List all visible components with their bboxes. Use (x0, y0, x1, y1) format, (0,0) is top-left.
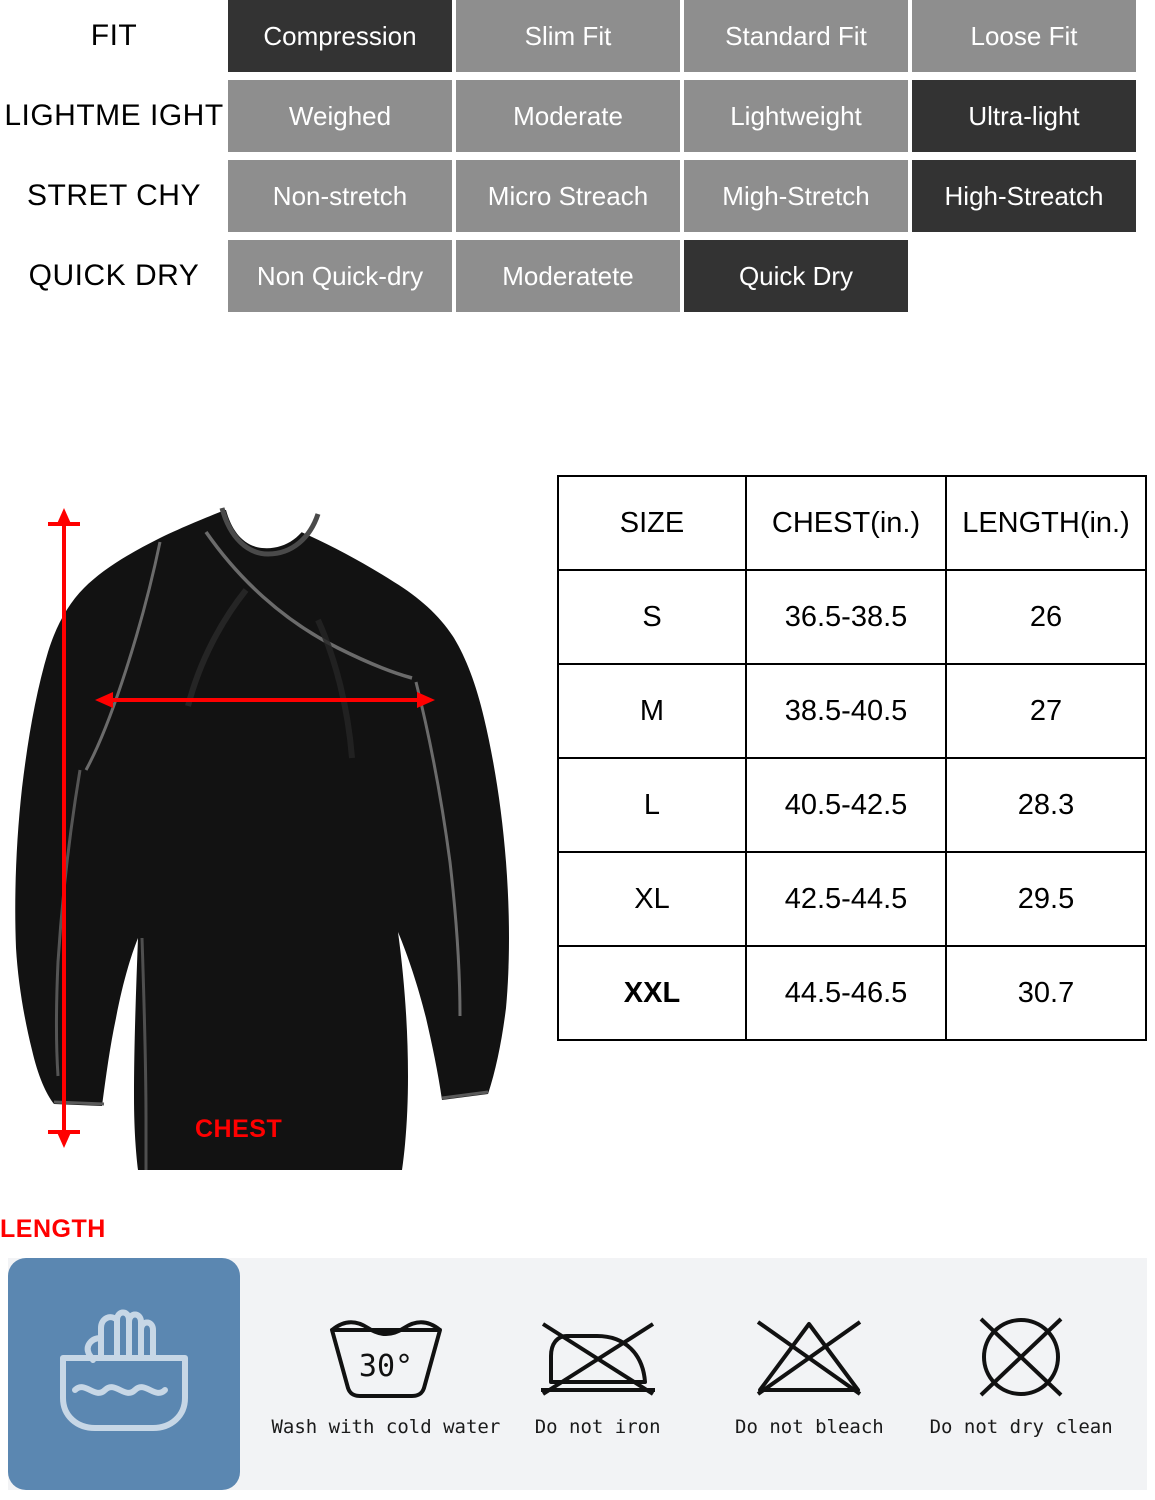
table-row: XL 42.5-44.5 29.5 (557, 851, 1147, 947)
feature-row-label: STRET CHY (27, 179, 201, 212)
feature-option[interactable]: Non Quick-dry (228, 240, 452, 312)
cell-size: L (557, 757, 747, 853)
do-not-dry-clean-icon (961, 1310, 1081, 1402)
care-caption: Do not iron (534, 1416, 661, 1438)
table-header-row: SIZE CHEST(in.) LENGTH(in.) (557, 475, 1147, 571)
feature-row: QUICK DRY Non Quick-dry Moderatete Quick… (0, 240, 1155, 312)
cell-length: 27 (945, 663, 1147, 759)
compression-shirt-illustration (15, 501, 509, 1170)
feature-option[interactable]: Weighed (228, 80, 452, 152)
cell-chest: 38.5-40.5 (745, 663, 947, 759)
feature-options: Non Quick-dry Moderatete Quick Dry (228, 240, 908, 312)
feature-option[interactable]: Quick Dry (684, 240, 908, 312)
feature-row: STRET CHY Non-stretch Micro Streach Migh… (0, 160, 1155, 232)
column-header-chest: CHEST(in.) (745, 475, 947, 571)
measurement-section: CHEST LENGTH SIZE CHEST(in.) LENGTH(in.)… (0, 430, 1155, 1243)
cell-chest: 44.5-46.5 (745, 945, 947, 1041)
feature-option[interactable]: Non-stretch (228, 160, 452, 232)
length-label: LENGTH (0, 1215, 106, 1243)
feature-option[interactable]: High-Streatch (912, 160, 1136, 232)
feature-option[interactable]: Loose Fit (912, 0, 1136, 72)
table-row: L 40.5-42.5 28.3 (557, 757, 1147, 853)
do-not-iron-icon (533, 1310, 663, 1402)
table-row: M 38.5-40.5 27 (557, 663, 1147, 759)
feature-row-label: FIT (90, 19, 138, 52)
feature-option[interactable]: Moderate (456, 80, 680, 152)
size-chart-table: SIZE CHEST(in.) LENGTH(in.) S 36.5-38.5 … (557, 475, 1147, 1041)
feature-row: LIGHTME IGHT Weighed Moderate Lightweigh… (0, 80, 1155, 152)
cell-size: S (557, 569, 747, 665)
care-item: Do not dry clean (916, 1310, 1126, 1438)
care-item: Do not iron (493, 1310, 703, 1438)
column-header-size: SIZE (557, 475, 747, 571)
hand-wash-hero (8, 1258, 240, 1490)
wash-temperature-text: 30° (359, 1349, 413, 1384)
feature-option[interactable]: Lightweight (684, 80, 908, 152)
care-item: 30° Wash with cold water (271, 1310, 500, 1438)
care-instructions-bar: 30° Wash with cold water Do not iron (8, 1258, 1147, 1490)
cell-chest: 36.5-38.5 (745, 569, 947, 665)
feature-option[interactable]: Migh-Stretch (684, 160, 908, 232)
feature-options: Weighed Moderate Lightweight Ultra-light (228, 80, 1136, 152)
cell-length: 29.5 (945, 851, 1147, 947)
cell-length: 26 (945, 569, 1147, 665)
feature-option[interactable]: Ultra-light (912, 80, 1136, 152)
care-caption: Wash with cold water (271, 1416, 501, 1438)
garment-illustration: CHEST LENGTH (0, 430, 540, 1243)
care-caption: Do not bleach (735, 1416, 884, 1438)
feature-option[interactable]: Micro Streach (456, 160, 680, 232)
cell-chest: 40.5-42.5 (745, 757, 947, 853)
cell-length: 30.7 (945, 945, 1147, 1041)
cell-size: XL (557, 851, 747, 947)
care-symbol-list: 30° Wash with cold water Do not iron (240, 1258, 1147, 1490)
care-item: Do not bleach (704, 1310, 914, 1438)
chest-label: CHEST (195, 1115, 283, 1143)
feature-option[interactable]: Moderatete (456, 240, 680, 312)
cell-chest: 42.5-44.5 (745, 851, 947, 947)
column-header-length: LENGTH(in.) (945, 475, 1147, 571)
length-measure-arrow (48, 508, 80, 1148)
table-row: XXL 44.5-46.5 30.7 (557, 945, 1147, 1041)
cell-size: XXL (557, 945, 747, 1041)
feature-options: Compression Slim Fit Standard Fit Loose … (228, 0, 1136, 72)
hand-wash-icon (60, 1309, 188, 1431)
feature-option[interactable]: Standard Fit (684, 0, 908, 72)
feature-row-label: LIGHTME IGHT (4, 99, 224, 132)
do-not-bleach-icon (744, 1310, 874, 1402)
feature-option[interactable]: Compression (228, 0, 452, 72)
feature-row: FIT Compression Slim Fit Standard Fit Lo… (0, 0, 1155, 72)
feature-option[interactable]: Slim Fit (456, 0, 680, 72)
cell-length: 28.3 (945, 757, 1147, 853)
care-caption: Do not dry clean (929, 1416, 1113, 1438)
table-row: S 36.5-38.5 26 (557, 569, 1147, 665)
chest-measure-arrow (95, 692, 435, 708)
feature-matrix: FIT Compression Slim Fit Standard Fit Lo… (0, 0, 1155, 320)
feature-options: Non-stretch Micro Streach Migh-Stretch H… (228, 160, 1136, 232)
cell-size: M (557, 663, 747, 759)
wash-30-degrees-icon: 30° (316, 1310, 456, 1402)
feature-row-label: QUICK DRY (28, 259, 200, 292)
